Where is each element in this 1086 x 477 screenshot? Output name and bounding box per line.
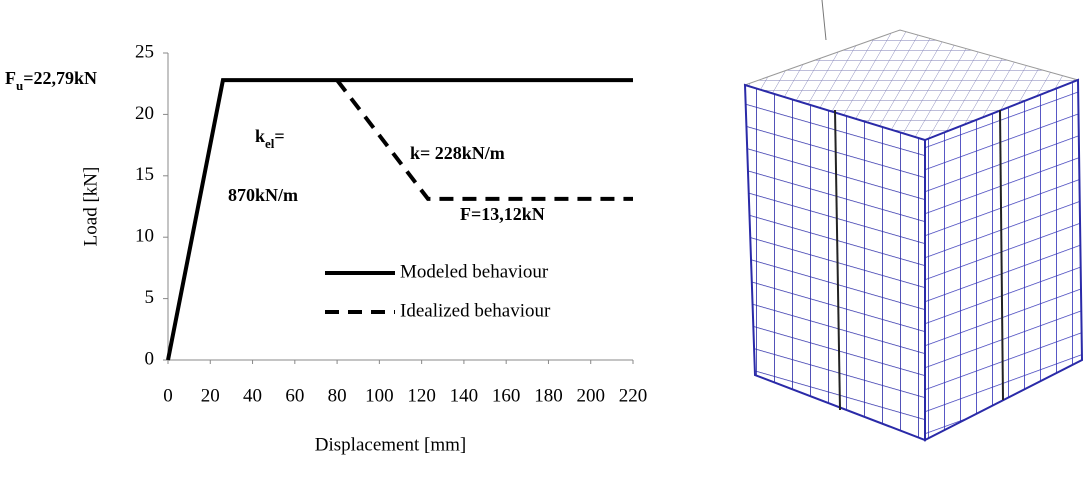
x-tick-label: 20 xyxy=(201,385,220,406)
figure: 0 5 10 15 20 25 0 20 40 60 80 100 120 140 160 180 200 220… xyxy=(0,0,1086,472)
structure-model-image xyxy=(745,0,1082,440)
x-tick-label: 140 xyxy=(450,385,479,406)
annotation-text: k= 228kN/m xyxy=(410,143,505,163)
x-tick-label: 100 xyxy=(365,385,394,406)
annotation-text: F=13,12kN xyxy=(460,204,545,224)
x-axis-label: Displacement [mm] xyxy=(315,434,466,455)
legend-label: Idealized behaviour xyxy=(400,300,551,321)
annotation-subscript: el xyxy=(265,136,275,151)
y-axis-label: Load [kN] xyxy=(80,167,101,247)
y-tick-label: 5 xyxy=(145,287,155,308)
x-tick-label: 80 xyxy=(328,385,347,406)
annotation: Fu=22,79kN xyxy=(5,68,97,93)
page: 0 5 10 15 20 25 0 20 40 60 80 100 120 140 160 180 200 220… xyxy=(0,0,1086,472)
series-line xyxy=(337,80,633,199)
x-tick-label: 0 xyxy=(163,385,173,406)
y-tick-label: 10 xyxy=(135,226,154,247)
annotation: 870kN/m xyxy=(228,185,298,205)
y-tick-label: 20 xyxy=(135,103,154,124)
legend-label: Modeled behaviour xyxy=(400,261,549,282)
y-tick-label: 0 xyxy=(145,348,155,369)
x-tick-label: 200 xyxy=(576,385,605,406)
annotation-text: F xyxy=(5,68,16,88)
annotation-subscript: u xyxy=(16,78,23,93)
annotation-text: = xyxy=(274,126,284,146)
x-tick-label: 60 xyxy=(285,385,304,406)
annotation-text: k xyxy=(255,126,265,146)
annotation-text: =22,79kN xyxy=(23,68,97,88)
annotation: F=13,12kN xyxy=(460,204,545,224)
annotation: kel= xyxy=(255,126,285,151)
x-tick-label: 160 xyxy=(492,385,521,406)
x-tick-label: 220 xyxy=(619,385,648,406)
y-tick-label: 15 xyxy=(135,164,154,185)
annotation-text: 870kN/m xyxy=(228,185,298,205)
x-tick-label: 120 xyxy=(407,385,436,406)
x-tick-label: 40 xyxy=(243,385,262,406)
annotation: k= 228kN/m xyxy=(410,143,505,163)
y-tick-label: 25 xyxy=(135,41,154,62)
x-tick-label: 180 xyxy=(534,385,563,406)
